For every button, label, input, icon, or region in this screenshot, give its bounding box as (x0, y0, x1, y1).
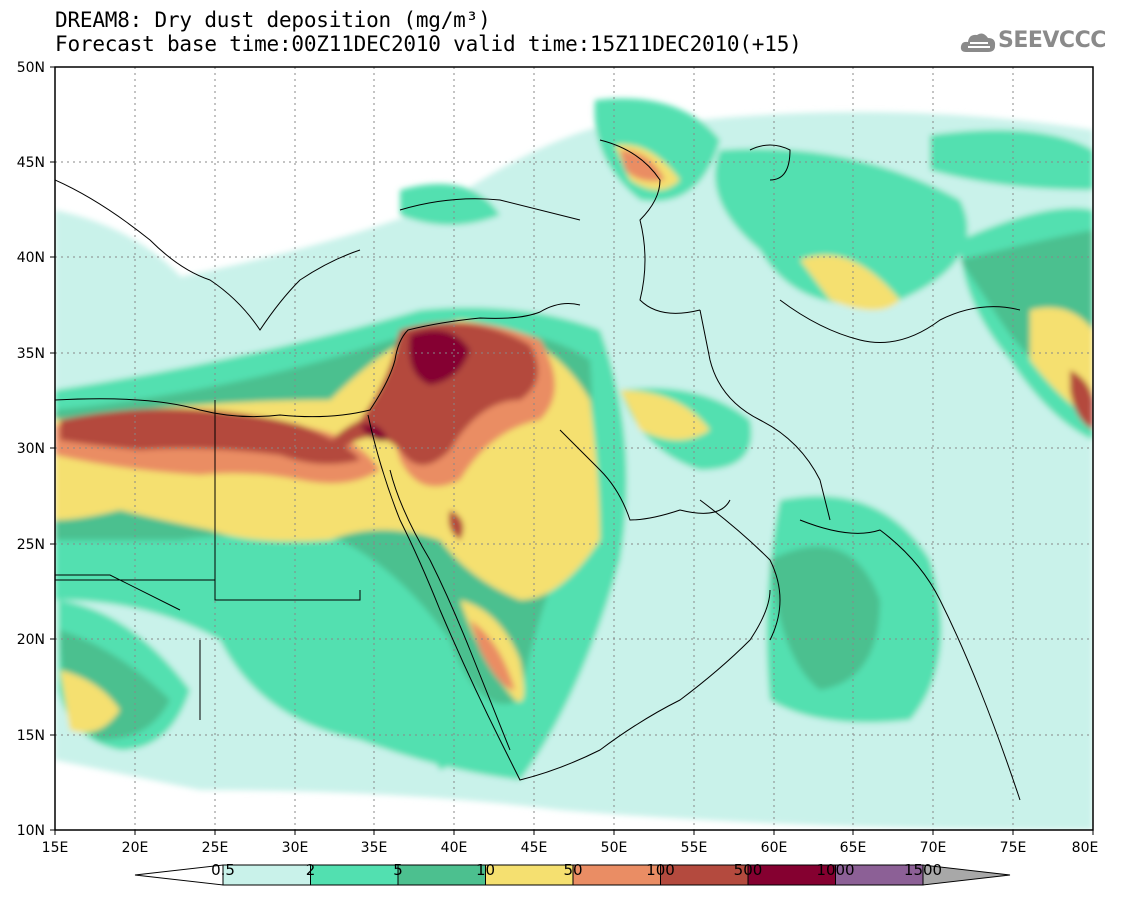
lon-label: 30E (282, 840, 309, 856)
coastlines (55, 139, 1021, 801)
lon-label: 80E (1072, 840, 1099, 856)
lat-label: 20N (17, 632, 45, 648)
colorbar-label: 500 (733, 861, 763, 879)
lon-label: 35E (361, 840, 388, 856)
colorbar-label: 100 (646, 861, 675, 879)
colorbar-label: 1000 (816, 861, 855, 879)
colorbar-segment (485, 864, 574, 886)
colorbar-label: 5 (393, 861, 403, 879)
colorbar-arrow-low (134, 864, 224, 886)
latitude-labels: 50N 45N 40N 35N 30N 25N 20N 15N 10N (17, 60, 45, 839)
colorbar-arrow-high (922, 864, 1011, 886)
lat-label: 30N (17, 441, 45, 457)
lat-label: 40N (17, 250, 45, 266)
lat-label: 50N (17, 60, 45, 76)
map-title: DREAM8: Dry dust deposition (mg/m³) (55, 8, 491, 32)
longitude-labels: 15E 20E 25E 30E 35E 40E 45E 50E 55E 60E … (42, 840, 1099, 856)
lon-label: 15E (42, 840, 69, 856)
colorbar-label: 50 (563, 861, 583, 879)
logo-text: SEEVCCC (998, 28, 1106, 53)
dust-deposition-field (55, 98, 1093, 830)
graticule (55, 67, 1093, 830)
lon-label: 75E (1000, 840, 1027, 856)
colorbar-segment (310, 864, 399, 886)
colorbar-label: 2 (305, 861, 316, 879)
lon-label: 70E (920, 840, 947, 856)
cloud-icon (960, 33, 996, 52)
lon-label: 60E (761, 840, 788, 856)
colorbar (134, 864, 1011, 886)
lon-label: 20E (122, 840, 149, 856)
lon-label: 45E (521, 840, 548, 856)
colorbar-segment (397, 864, 486, 886)
axis-ticks (50, 66, 1094, 835)
colorbar-label: 1500 (903, 861, 943, 879)
lon-label: 25E (202, 840, 229, 856)
lon-label: 65E (840, 840, 867, 856)
seevccc-logo: SEEVCCC (958, 24, 1106, 60)
lat-label: 10N (17, 823, 45, 839)
lat-label: 35N (17, 346, 45, 362)
lon-label: 50E (601, 840, 628, 856)
lat-label: 15N (17, 728, 45, 744)
lon-label: 55E (681, 840, 708, 856)
lon-label: 40E (441, 840, 468, 856)
lat-label: 45N (17, 155, 45, 171)
colorbar-label: 0.5 (211, 861, 235, 879)
forecast-time-subtitle: Forecast base time:00Z11DEC2010 valid ti… (55, 32, 802, 56)
colorbar-segment (222, 864, 311, 886)
lat-label: 25N (17, 537, 45, 553)
colorbar-label: 10 (475, 861, 496, 879)
